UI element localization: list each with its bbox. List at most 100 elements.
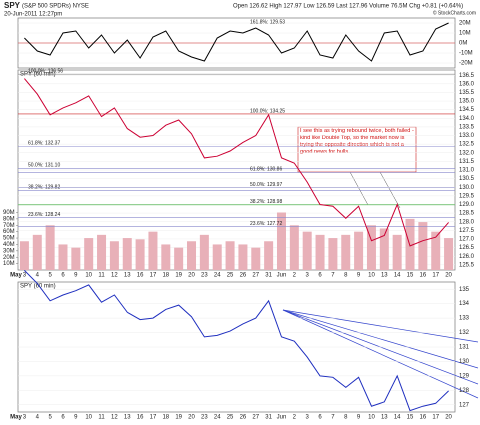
volume-bar — [161, 244, 171, 270]
volume-bar — [32, 234, 42, 270]
x-tick-label: 24 — [214, 415, 221, 421]
y-tick-label: 132.0 — [459, 150, 475, 156]
x-tick-label: 2 — [293, 415, 297, 421]
fib-label: 61.8%: 132.37 — [28, 141, 60, 147]
price-line — [24, 270, 449, 412]
volume-bar — [328, 238, 338, 270]
y-tick-label: 130.5 — [459, 176, 475, 182]
volume-bar — [225, 241, 235, 270]
volume-bar — [187, 241, 197, 270]
fib-label: 100.0%: 136.56 — [28, 68, 63, 74]
date: 20-Jun-2011 12:27pm — [4, 12, 62, 18]
y2-tick-label: 50M — [3, 236, 15, 242]
x-tick-label: 4 — [36, 273, 40, 279]
y-tick-label: 135.5 — [459, 90, 475, 96]
y-tick-label: 134.0 — [459, 116, 475, 122]
note-text: I see this as trying rebound twice, both… — [300, 128, 414, 155]
x-tick-label: 10 — [85, 273, 92, 279]
y-tick-label: 135.0 — [459, 99, 475, 105]
x-tick-label: 6 — [61, 273, 65, 279]
x-tick-label: 9 — [357, 273, 361, 279]
volume-bar — [174, 247, 184, 270]
x-tick-label: 8 — [344, 415, 348, 421]
oscillator-line — [24, 22, 449, 62]
y2-tick-label: 90M — [3, 210, 15, 216]
x-tick-label: 12 — [111, 273, 118, 279]
panel-title: SPY (60 min) — [20, 284, 56, 290]
x-tick-label: 27 — [252, 273, 259, 279]
x-tick-label: 20 — [445, 273, 452, 279]
x-tick-label: 3 — [306, 273, 310, 279]
y-tick-label: 128.5 — [459, 211, 475, 217]
fib-label: 100.0%: 134.25 — [250, 108, 285, 114]
x-tick-label: 17 — [432, 273, 439, 279]
x-tick-label: 20 — [188, 415, 195, 421]
fib-label: 23.6%: 127.72 — [250, 221, 282, 227]
x-tick-label: 8 — [344, 273, 348, 279]
x-tick-label: 27 — [252, 415, 259, 421]
volume-bar — [45, 225, 55, 270]
symbol-name: (S&P 500 SPDRs) NYSE — [22, 4, 89, 10]
x-tick-label: 20 — [445, 415, 452, 421]
x-tick-label: 17 — [150, 415, 157, 421]
x-tick-label: 11 — [98, 273, 105, 279]
x-tick-label: 26 — [240, 415, 247, 421]
x-tick-label: 25 — [227, 415, 234, 421]
x-tick-label: 6 — [318, 415, 322, 421]
y-tick-label: 132.5 — [459, 142, 475, 148]
x-tick-label: 19 — [175, 273, 182, 279]
y-tick-label: 128 — [459, 388, 470, 394]
volume-bar — [148, 231, 158, 270]
x-tick-label: 7 — [331, 273, 335, 279]
volume-bar — [379, 228, 389, 270]
volume-bar — [135, 239, 145, 270]
x-tick-label: 16 — [137, 273, 144, 279]
x-tick-label: 2 — [293, 273, 297, 279]
x-tick-label: 26 — [240, 273, 247, 279]
y-tick-label: 134.5 — [459, 107, 475, 113]
y-tick-label: 136.0 — [459, 81, 475, 87]
y-tick-label: 135 — [459, 287, 470, 293]
y-tick-label: 136.5 — [459, 73, 475, 79]
x-tick-label: 24 — [214, 273, 221, 279]
volume-bar — [109, 241, 119, 270]
y-tick-label: 128.0 — [459, 219, 475, 225]
x-tick-label: 13 — [381, 273, 388, 279]
volume-bar — [122, 238, 132, 270]
x-tick-label: 18 — [162, 415, 169, 421]
x-tick-label: 3 — [23, 415, 27, 421]
volume-bar — [444, 238, 454, 270]
fib-label: 50.0%: 129.97 — [250, 182, 282, 188]
volume-bar — [341, 234, 351, 270]
x-tick-label: 31 — [265, 273, 272, 279]
x-tick-label: 17 — [432, 415, 439, 421]
y-tick-label: -20M — [459, 61, 473, 67]
volume-bar — [354, 231, 364, 270]
y-tick-label: 10M — [459, 31, 471, 37]
volume-bar — [71, 247, 81, 270]
fib-label: 61.8%: 130.86 — [250, 167, 282, 173]
fib-label: 50.0%: 131.10 — [28, 163, 60, 169]
fib-label: 23.6%: 128.24 — [28, 212, 60, 218]
x-tick-label: 14 — [394, 273, 401, 279]
x-tick-label: 13 — [124, 273, 131, 279]
x-tick-label: 5 — [48, 273, 52, 279]
x-tick-label: 31 — [265, 415, 272, 421]
x-tick-label: 12 — [111, 415, 118, 421]
volume-bar — [264, 241, 274, 270]
y-tick-label: 127 — [459, 402, 470, 408]
x-tick-label: 9 — [357, 415, 361, 421]
x-tick-label: 18 — [162, 273, 169, 279]
x-tick-label: 3 — [23, 273, 27, 279]
x-tick-label: 9 — [74, 415, 78, 421]
y-tick-label: 131.0 — [459, 168, 475, 174]
x-tick-label: 16 — [420, 273, 427, 279]
note-box: I see this as trying rebound twice, both… — [297, 126, 417, 209]
volume-bar — [431, 231, 441, 270]
y2-tick-label: 80M — [3, 216, 15, 222]
volume-bar — [289, 225, 299, 270]
x-tick-label: 5 — [48, 415, 52, 421]
x-tick-label: 6 — [61, 415, 65, 421]
x-tick-label: 10 — [368, 273, 375, 279]
